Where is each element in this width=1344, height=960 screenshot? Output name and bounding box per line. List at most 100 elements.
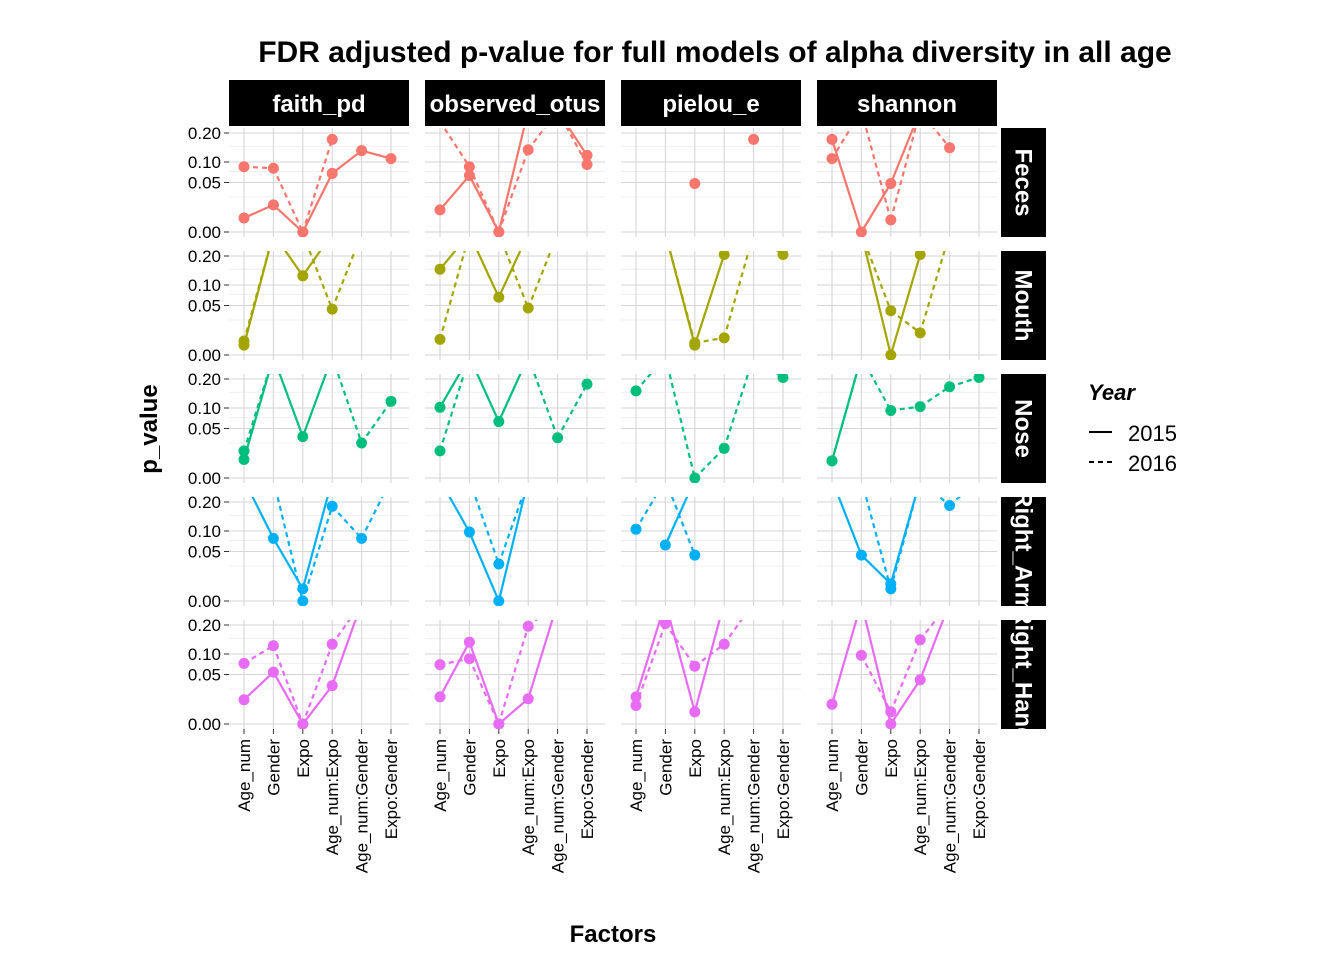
data-point-2016-age-num-gender <box>748 133 760 145</box>
row-strip-label-feces: Feces <box>1010 148 1037 216</box>
data-point-2016-expo <box>689 660 701 672</box>
data-point-2015-age-num-expo <box>326 167 338 179</box>
series-line-2016 <box>864 128 892 221</box>
panel-right-hand-faith-pd <box>229 620 409 729</box>
column-strip-label-shannon: shannon <box>857 91 957 118</box>
data-point-2016-expo-gender <box>581 158 593 170</box>
series-line-2015 <box>889 254 922 356</box>
series-line-2015 <box>837 497 863 556</box>
series-line-2015 <box>567 128 588 156</box>
x-tick-label-age-num-gender: Age_num:Gender <box>941 739 960 874</box>
row-strip-label-mouth: Mouth <box>1010 270 1037 342</box>
y-tick-label: 0.05 <box>188 174 221 193</box>
y-tick-label: 0.20 <box>188 616 221 635</box>
x-tick-label-gender: Gender <box>264 739 283 796</box>
y-tick-label: 0.10 <box>188 399 221 418</box>
panel-mouth-pielou-e <box>621 251 801 360</box>
series-line-2015 <box>331 149 363 175</box>
series-line-2016 <box>668 374 696 479</box>
data-point-2016-age-num <box>434 445 446 457</box>
series-line-2016 <box>723 251 750 339</box>
series-line-2015 <box>301 251 322 277</box>
data-point-2016-expo-gender <box>777 374 789 384</box>
series-line-2016 <box>860 654 892 713</box>
x-tick-label-age-num-expo: Age_num:Expo <box>911 739 930 855</box>
data-point-2015-gender <box>463 526 475 538</box>
data-point-2016-gender <box>463 161 475 173</box>
series-line-2015 <box>497 128 526 233</box>
panel-right-hand-observed-otus <box>425 620 605 729</box>
data-point-2015-age-num <box>826 698 838 710</box>
series-line-2016 <box>443 128 471 168</box>
series-line-2016 <box>468 658 500 725</box>
data-point-2015-gender <box>463 636 475 648</box>
data-point-2016-age-num <box>630 385 642 397</box>
series-line-2016 <box>776 374 784 379</box>
panel-feces-faith-pd <box>229 128 409 237</box>
series-line-2016 <box>272 167 304 233</box>
series-line-2015 <box>301 374 328 437</box>
data-point-2016-expo <box>493 226 505 237</box>
series-line-2015 <box>664 497 689 546</box>
data-point-2016-gender <box>267 640 279 652</box>
panel-mouth-observed-otus <box>425 251 605 360</box>
series-line-2015 <box>301 684 334 725</box>
panel-nose-observed-otus <box>425 374 605 483</box>
panel-right-hand-shannon <box>817 620 997 729</box>
x-tick-label-gender: Gender <box>656 739 675 796</box>
column-strip-pielou-e <box>621 80 801 126</box>
y-tick-label: 0.00 <box>188 469 221 488</box>
x-tick-label-expo-gender: Expo:Gender <box>578 739 597 840</box>
series-line-2015 <box>243 671 275 701</box>
data-point-2015-age-num-expo <box>718 251 730 261</box>
data-point-2015-age-num-expo <box>326 680 338 692</box>
series-line-2016 <box>694 643 725 668</box>
x-tick-label-age-num: Age_num <box>235 739 254 812</box>
series-line-2015 <box>272 204 304 233</box>
data-point-2015-age-num-expo <box>522 693 534 705</box>
panel-nose-pielou-e <box>621 374 801 483</box>
x-tick-label-age-num: Age_num <box>823 739 842 812</box>
panel-feces-pielou-e <box>621 128 801 237</box>
x-tick-label-age-num-gender: Age_num:Gender <box>745 739 764 874</box>
data-point-2016-expo-gender <box>777 251 789 261</box>
data-point-2015-age-num <box>630 691 642 703</box>
data-point-2016-gender <box>855 649 867 661</box>
row-strip-label-right-arm: Right_Arm <box>1010 490 1037 613</box>
series-line-2015 <box>497 497 526 602</box>
data-point-2016-expo-gender <box>385 395 397 407</box>
x-tick-label-gender: Gender <box>460 739 479 796</box>
data-point-2016-expo <box>297 226 309 237</box>
y-tick-label: 0.20 <box>188 247 221 266</box>
data-point-2016-age-num-expo <box>326 303 338 315</box>
series-line-2016 <box>565 128 588 166</box>
series-line-2016 <box>504 251 530 309</box>
series-line-2016 <box>890 309 921 334</box>
series-line-2016 <box>932 128 951 149</box>
series-line-2016 <box>864 497 892 590</box>
x-tick-label-age-num-gender: Age_num:Gender <box>549 739 568 874</box>
data-point-2016-expo <box>493 718 505 729</box>
row-strip-mouth <box>1001 251 1046 360</box>
y-tick-label: 0.10 <box>188 153 221 172</box>
panel-right-arm-shannon <box>817 497 997 606</box>
series-line-2015 <box>830 139 863 233</box>
data-point-2015-gender <box>855 226 867 237</box>
x-tick-label-age-num-expo: Age_num:Expo <box>715 739 734 855</box>
series-line-2016 <box>634 623 667 706</box>
data-point-2015-expo <box>493 291 505 303</box>
data-point-2015-gender <box>267 532 279 544</box>
x-tick-label-expo: Expo <box>490 739 509 778</box>
data-point-2015-expo <box>297 270 309 282</box>
data-point-2016-age-num <box>238 657 250 669</box>
data-point-2016-age-num-gender <box>944 381 956 393</box>
series-line-2016 <box>723 374 750 449</box>
data-point-2015-age-num <box>434 263 446 275</box>
series-line-2016 <box>919 385 951 408</box>
data-point-2016-gender <box>463 653 475 665</box>
series-line-2015 <box>331 620 357 687</box>
x-tick-label-expo-gender: Expo:Gender <box>970 739 989 840</box>
panel-right-arm-observed-otus <box>425 497 605 606</box>
data-point-2016-expo <box>885 214 897 226</box>
